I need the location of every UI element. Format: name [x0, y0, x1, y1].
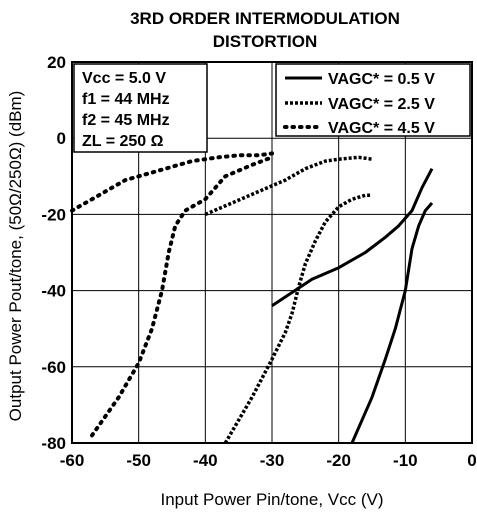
series-dashed-curve-2: [204, 155, 373, 217]
legend-label-2.5v: VAGC* = 2.5 V: [328, 96, 435, 113]
x-tick-label: -50: [126, 451, 151, 470]
legend-label-4.5v: VAGC* = 4.5 V: [328, 120, 435, 137]
legend-label-0.5v: VAGC* = 0.5 V: [328, 71, 435, 88]
series-solid-curve-2: [350, 202, 434, 444]
series-dotted-curve-2: [70, 151, 274, 213]
series-solid-curve-1: [271, 168, 434, 308]
x-tick-label: 0: [467, 451, 476, 470]
y-tick-labels: 20 0 -20 -40 -60 -80: [41, 53, 66, 453]
series-dashed-curve-1: [223, 193, 372, 444]
condition-vcc: Vcc = 5.0 V: [82, 70, 166, 87]
y-tick-label: 20: [47, 53, 66, 72]
y-tick-label: -80: [41, 434, 66, 453]
data-curves: [70, 151, 434, 444]
y-axis-label: Output Power Pout/tone, (50Ω/250Ω) (dBm): [6, 91, 25, 422]
condition-zl: ZL = 250 Ω: [82, 133, 164, 150]
chart-title-line1: 3RD ORDER INTERMODULATION: [130, 9, 400, 28]
y-tick-label: -60: [41, 358, 66, 377]
y-tick-label: -40: [41, 282, 66, 301]
plot-frame: [71, 61, 473, 444]
x-axis-label: Input Power Pin/tone, Vcc (V): [161, 490, 384, 509]
x-tick-label: -40: [193, 451, 218, 470]
condition-f2: f2 = 45 MHz: [82, 112, 170, 129]
chart-title-line2: DISTORTION: [213, 32, 318, 51]
condition-f1: f1 = 44 MHz: [82, 91, 170, 108]
x-tick-label: -20: [326, 451, 351, 470]
x-tick-labels: -60 -50 -40 -30 -20 -10 0: [60, 451, 477, 470]
conditions-box: Vcc = 5.0 V f1 = 44 MHz f2 = 45 MHz ZL =…: [73, 63, 208, 153]
x-tick-label: -30: [260, 451, 285, 470]
y-tick-label: -20: [41, 205, 66, 224]
legend: VAGC* = 0.5 V VAGC* = 2.5 V VAGC* = 4.5 …: [275, 63, 471, 137]
y-tick-label: 0: [57, 129, 66, 148]
x-tick-label: -10: [393, 451, 418, 470]
x-tick-label: -60: [60, 451, 85, 470]
